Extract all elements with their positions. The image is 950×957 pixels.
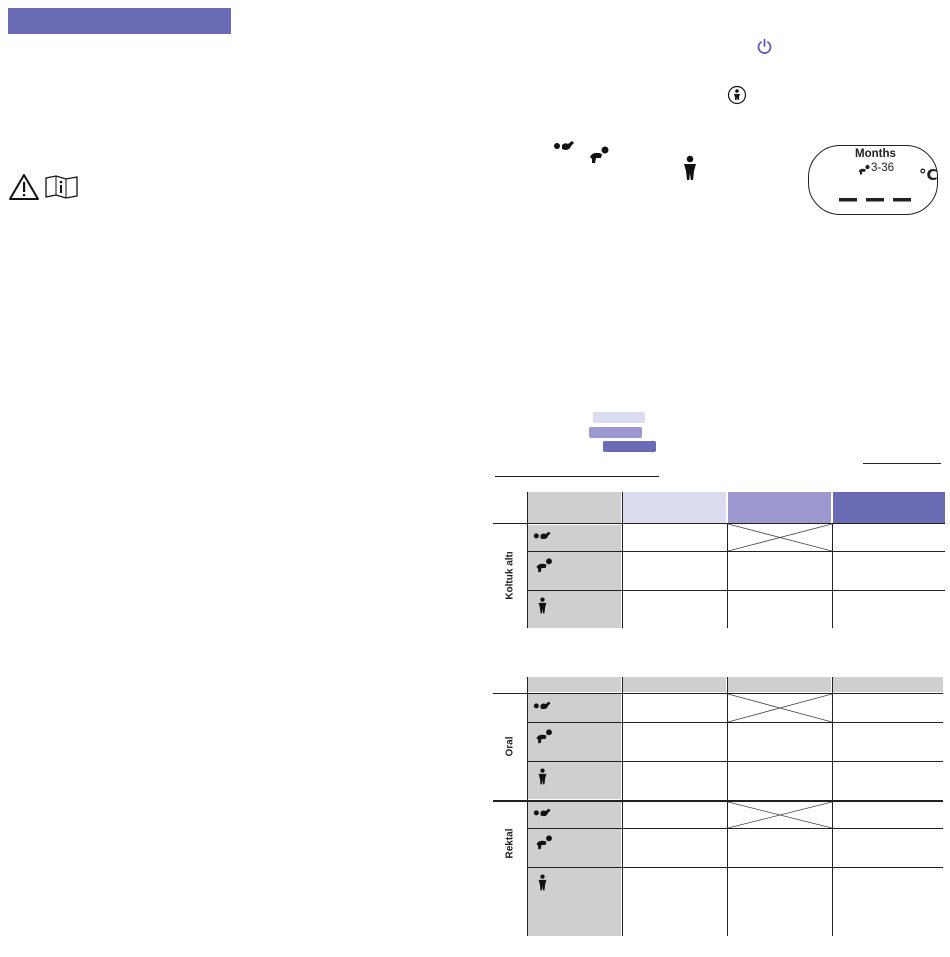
underline-left (495, 476, 659, 477)
child-icon (537, 874, 548, 891)
col-line (622, 492, 623, 628)
row-line (528, 722, 943, 723)
power-icon (756, 38, 773, 55)
thermometer-display: Months 3-36 °C (808, 145, 938, 215)
newborn-icon (533, 529, 553, 541)
newborn-icon (553, 138, 577, 152)
header-cell (528, 677, 621, 692)
not-applicable-cell (728, 802, 832, 828)
col-line (832, 677, 833, 936)
legend-swatch-medium (589, 427, 642, 438)
header-cell-medium (728, 492, 831, 523)
section-label-rectal: Rektal (504, 828, 516, 859)
col-line (832, 523, 833, 628)
crawling-baby-icon (534, 728, 554, 745)
col-line (622, 677, 623, 936)
row-line (528, 867, 943, 868)
newborn-icon (533, 806, 553, 818)
child-icon (537, 768, 548, 785)
row-line (528, 761, 943, 762)
section-label-axillary: Koltuk altı (504, 551, 516, 600)
manual-icon (44, 175, 80, 199)
row-line (528, 828, 943, 829)
row-line (528, 551, 945, 552)
section-label-oral: Oral (504, 736, 516, 757)
header-cell (728, 677, 831, 692)
row-line (528, 590, 945, 591)
col-line (527, 492, 528, 628)
header-color-bar (8, 8, 231, 34)
display-months-label: Months (855, 148, 896, 160)
header-cell-dark (833, 492, 945, 523)
underline-right (863, 463, 941, 464)
header-cell-blank (528, 492, 621, 523)
header-cell-light (623, 492, 726, 523)
child-icon (682, 155, 698, 181)
header-cell (833, 677, 943, 692)
not-applicable-cell (728, 524, 832, 551)
row-line (493, 693, 943, 694)
header-cell (623, 677, 726, 692)
warning-icon (8, 173, 40, 201)
display-dashes (839, 190, 913, 208)
child-icon (537, 597, 548, 614)
legend-swatch-dark (603, 441, 656, 452)
not-applicable-cell (728, 694, 832, 722)
row-line (493, 523, 945, 524)
crawling-baby-icon (587, 145, 611, 165)
col-line (727, 523, 728, 628)
col-line (527, 677, 528, 936)
icon-column (528, 801, 621, 936)
newborn-icon (533, 699, 553, 711)
section-divider (493, 800, 943, 802)
display-unit: °C (919, 166, 938, 184)
col-line (727, 677, 728, 936)
child-button-icon (727, 85, 747, 105)
crawling-baby-icon (534, 557, 554, 574)
display-age-range: 3-36 (871, 162, 895, 174)
crawling-baby-icon (534, 834, 554, 851)
warning-icons-group (8, 173, 78, 201)
legend-swatch-light (593, 412, 645, 423)
crawling-baby-icon (857, 163, 871, 181)
